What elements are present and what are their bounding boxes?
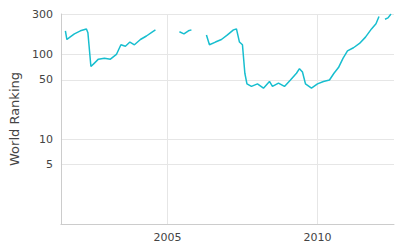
svg-text:300: 300 — [32, 8, 53, 21]
svg-text:5: 5 — [46, 158, 53, 171]
svg-text:World Ranking: World Ranking — [7, 72, 22, 166]
svg-text:2010: 2010 — [303, 231, 331, 244]
svg-text:2005: 2005 — [153, 231, 181, 244]
svg-text:100: 100 — [32, 48, 53, 61]
svg-text:10: 10 — [39, 133, 53, 146]
svg-text:50: 50 — [39, 73, 53, 86]
